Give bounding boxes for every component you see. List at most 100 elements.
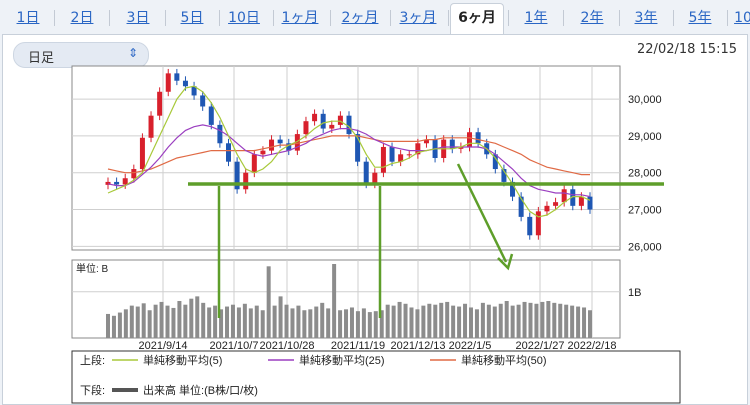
volume-bar (457, 306, 462, 338)
candle-body (260, 150, 266, 155)
tab-10[interactable]: 1年 (524, 10, 548, 26)
volume-bar (564, 304, 569, 338)
volume-bar (492, 306, 497, 338)
volume-tick-label: 1B (628, 287, 641, 299)
tab-7[interactable]: 2ヶ月 (341, 10, 379, 26)
volume-bar (248, 308, 253, 338)
tab-1[interactable]: 1日 (16, 10, 40, 26)
volume-bar (225, 306, 230, 338)
volume-bar (385, 304, 390, 338)
tab-separator (219, 10, 220, 26)
tab-separator (563, 10, 564, 26)
volume-bar (528, 302, 533, 338)
tab-11[interactable]: 2年 (580, 10, 604, 26)
candle-body (208, 106, 214, 125)
tab-separator (619, 10, 620, 26)
volume-bar (576, 306, 581, 338)
volume-bar (463, 303, 468, 338)
tab-4[interactable]: 5日 (180, 10, 204, 26)
volume-bar (165, 305, 170, 338)
candle-body (544, 205, 550, 212)
candle-period-select[interactable]: 日足 ⇕ (13, 42, 149, 68)
volume-bar (397, 301, 402, 338)
date-tick-label: 2022/1/5 (449, 340, 492, 352)
candle-body (320, 113, 326, 129)
volume-bar (111, 315, 116, 338)
volume-bar (171, 307, 176, 338)
volume-bar (230, 304, 235, 338)
legend-volume-label: 出来高 単位:(B株/口/枚) (143, 383, 258, 397)
volume-bar (141, 303, 146, 338)
candle-body (165, 73, 171, 92)
tab-6[interactable]: 1ヶ月 (281, 10, 319, 26)
volume-bar (344, 309, 349, 338)
tab-separator (330, 10, 331, 26)
volume-bar (147, 310, 152, 338)
tab-9[interactable]: 6ヶ月 (450, 3, 504, 35)
tab-5[interactable]: 10日 (228, 10, 260, 26)
volume-bar (189, 298, 194, 338)
tab-3[interactable]: 3日 (126, 10, 150, 26)
price-tick-label: 27,000 (628, 205, 662, 217)
candle-body (527, 216, 533, 236)
candle-body (303, 121, 309, 135)
candle-body (458, 146, 464, 149)
volume-bar (468, 307, 473, 338)
candle-body (561, 189, 567, 203)
tab-separator (448, 10, 449, 26)
volume-bar (338, 310, 343, 338)
candle-body (226, 143, 231, 162)
tab-separator (390, 10, 391, 26)
legend-upper-label: 上段: (80, 353, 105, 367)
volume-bar (379, 310, 384, 338)
volume-bar (504, 301, 509, 338)
candle-body (363, 161, 369, 184)
candle-body (114, 181, 120, 185)
candle-body (243, 172, 249, 190)
tab-separator (165, 10, 166, 26)
tab-12[interactable]: 3年 (634, 10, 658, 26)
volume-bar (546, 301, 551, 338)
volume-bar (106, 313, 110, 338)
volume-bar (278, 296, 283, 338)
ma50-line (107, 135, 590, 176)
candle-body (587, 196, 593, 210)
price-tick-label: 28,000 (628, 168, 662, 180)
last-update-timestamp: 22/02/18 15:15 (637, 42, 737, 57)
candle-body (406, 154, 412, 156)
date-tick-label: 2021/11/19 (331, 340, 385, 352)
price-tick-label: 29,000 (628, 131, 662, 143)
updown-arrow-icon: ⇕ (127, 46, 138, 60)
tab-2[interactable]: 2日 (70, 10, 94, 26)
tab-separator (273, 10, 274, 26)
volume-bar (391, 305, 396, 338)
volume-bar (213, 305, 218, 338)
tab-13[interactable]: 5年 (688, 10, 712, 26)
tab-separator (673, 10, 674, 26)
candle-body (578, 196, 584, 206)
volume-bar (361, 308, 366, 338)
volume-bar (302, 310, 307, 338)
volume-bar (332, 264, 337, 338)
tab-14[interactable]: 10年 (734, 10, 750, 26)
volume-bar (558, 303, 563, 338)
volume-bar (534, 303, 539, 338)
volume-bar (266, 266, 271, 338)
volume-bar (403, 303, 408, 338)
volume-bar (510, 305, 515, 338)
volume-bar (570, 305, 575, 338)
volume-bar (326, 308, 331, 338)
candle-body (553, 202, 559, 206)
volume-bar (308, 309, 313, 338)
volume-bar (433, 304, 438, 338)
candle-body (182, 80, 188, 87)
volume-bar (296, 305, 301, 338)
volume-bar (159, 301, 164, 338)
volume-bar (540, 301, 545, 338)
candle-body (475, 132, 481, 144)
candle-body (346, 115, 352, 135)
candle-body (415, 143, 421, 155)
volume-bar (153, 304, 158, 338)
tab-8[interactable]: 3ヶ月 (399, 10, 437, 26)
price-tick-label: 26,000 (628, 241, 662, 253)
